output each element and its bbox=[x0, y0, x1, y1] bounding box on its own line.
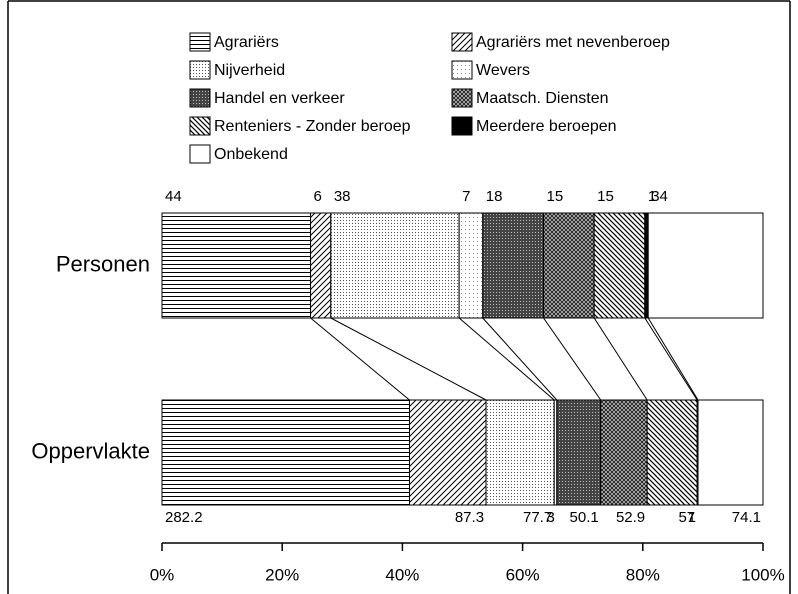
value-label: 1 bbox=[688, 509, 696, 526]
value-label: 18 bbox=[486, 188, 503, 205]
legend-swatch bbox=[189, 116, 211, 136]
bar-segment bbox=[647, 212, 764, 319]
bar-segment bbox=[330, 212, 460, 319]
y-tick-label: Personen bbox=[56, 251, 150, 276]
value-label: 3 bbox=[546, 509, 554, 526]
bar-segment bbox=[161, 212, 312, 319]
legend-swatch bbox=[451, 88, 473, 108]
bar-segment bbox=[593, 212, 646, 319]
legend-label: Handel en verkeer bbox=[214, 90, 345, 107]
connector-line bbox=[593, 317, 648, 401]
value-label: 74.1 bbox=[732, 509, 761, 526]
bar-segment bbox=[600, 399, 648, 506]
legend-swatch bbox=[189, 60, 211, 80]
legend-swatch bbox=[451, 116, 473, 136]
connector-line bbox=[330, 317, 487, 401]
connector-line bbox=[458, 317, 555, 401]
legend-label: Agrariërs bbox=[214, 34, 279, 51]
x-tick-label: 40% bbox=[385, 565, 419, 584]
y-tick-label: Oppervlakte bbox=[31, 438, 150, 463]
x-tick-label: 80% bbox=[626, 565, 660, 584]
bar-segment bbox=[646, 399, 698, 506]
value-label: 34 bbox=[651, 188, 668, 205]
legend-label: Nijverheid bbox=[214, 62, 285, 79]
bar-segment bbox=[543, 212, 595, 319]
legend-label: Maatsch. Diensten bbox=[476, 90, 609, 107]
x-tick-label: 20% bbox=[265, 565, 299, 584]
value-label: 6 bbox=[314, 188, 322, 205]
connector-line bbox=[310, 317, 410, 401]
x-tick-label: 100% bbox=[741, 565, 784, 584]
legend-label: Wevers bbox=[476, 62, 530, 79]
bar-segment bbox=[485, 399, 555, 506]
value-label: 38 bbox=[334, 188, 351, 205]
bar-segment bbox=[697, 399, 764, 506]
legend-swatch bbox=[451, 32, 473, 52]
value-label: 15 bbox=[597, 188, 614, 205]
bar-segment bbox=[458, 212, 484, 319]
bar-segment bbox=[482, 212, 545, 319]
legend-label: Renteniers - Zonder beroep bbox=[214, 118, 411, 135]
value-label: 44 bbox=[165, 188, 182, 205]
bar-segment bbox=[161, 399, 410, 506]
value-label: 282.2 bbox=[165, 509, 203, 526]
legend-swatch bbox=[189, 88, 211, 108]
legend-swatch bbox=[189, 144, 211, 164]
x-tick-label: 60% bbox=[506, 565, 540, 584]
legend-swatch bbox=[189, 32, 211, 52]
legend-label: Onbekend bbox=[214, 146, 288, 163]
legend-label: Meerdere beroepen bbox=[476, 118, 617, 135]
legend-swatch bbox=[451, 60, 473, 80]
connector-line bbox=[543, 317, 602, 401]
connector-line bbox=[647, 317, 699, 401]
value-label: 52.9 bbox=[616, 509, 645, 526]
value-label: 7 bbox=[462, 188, 470, 205]
value-label: 50.1 bbox=[570, 509, 599, 526]
connector-line bbox=[482, 317, 558, 401]
value-label: 1 bbox=[648, 188, 656, 205]
value-label: 77.7 bbox=[523, 509, 552, 526]
x-tick-label: 0% bbox=[150, 565, 175, 584]
bar-segment bbox=[408, 399, 487, 506]
bar-segment bbox=[556, 399, 602, 506]
value-label: 57 bbox=[678, 509, 695, 526]
value-label: 15 bbox=[547, 188, 564, 205]
connector-line bbox=[644, 317, 698, 401]
bar-segment bbox=[644, 212, 649, 319]
legend-label: Agrariërs met nevenberoep bbox=[476, 34, 670, 51]
bar-segment bbox=[310, 212, 332, 319]
value-label: 87.3 bbox=[455, 509, 484, 526]
frame bbox=[7, 0, 791, 594]
